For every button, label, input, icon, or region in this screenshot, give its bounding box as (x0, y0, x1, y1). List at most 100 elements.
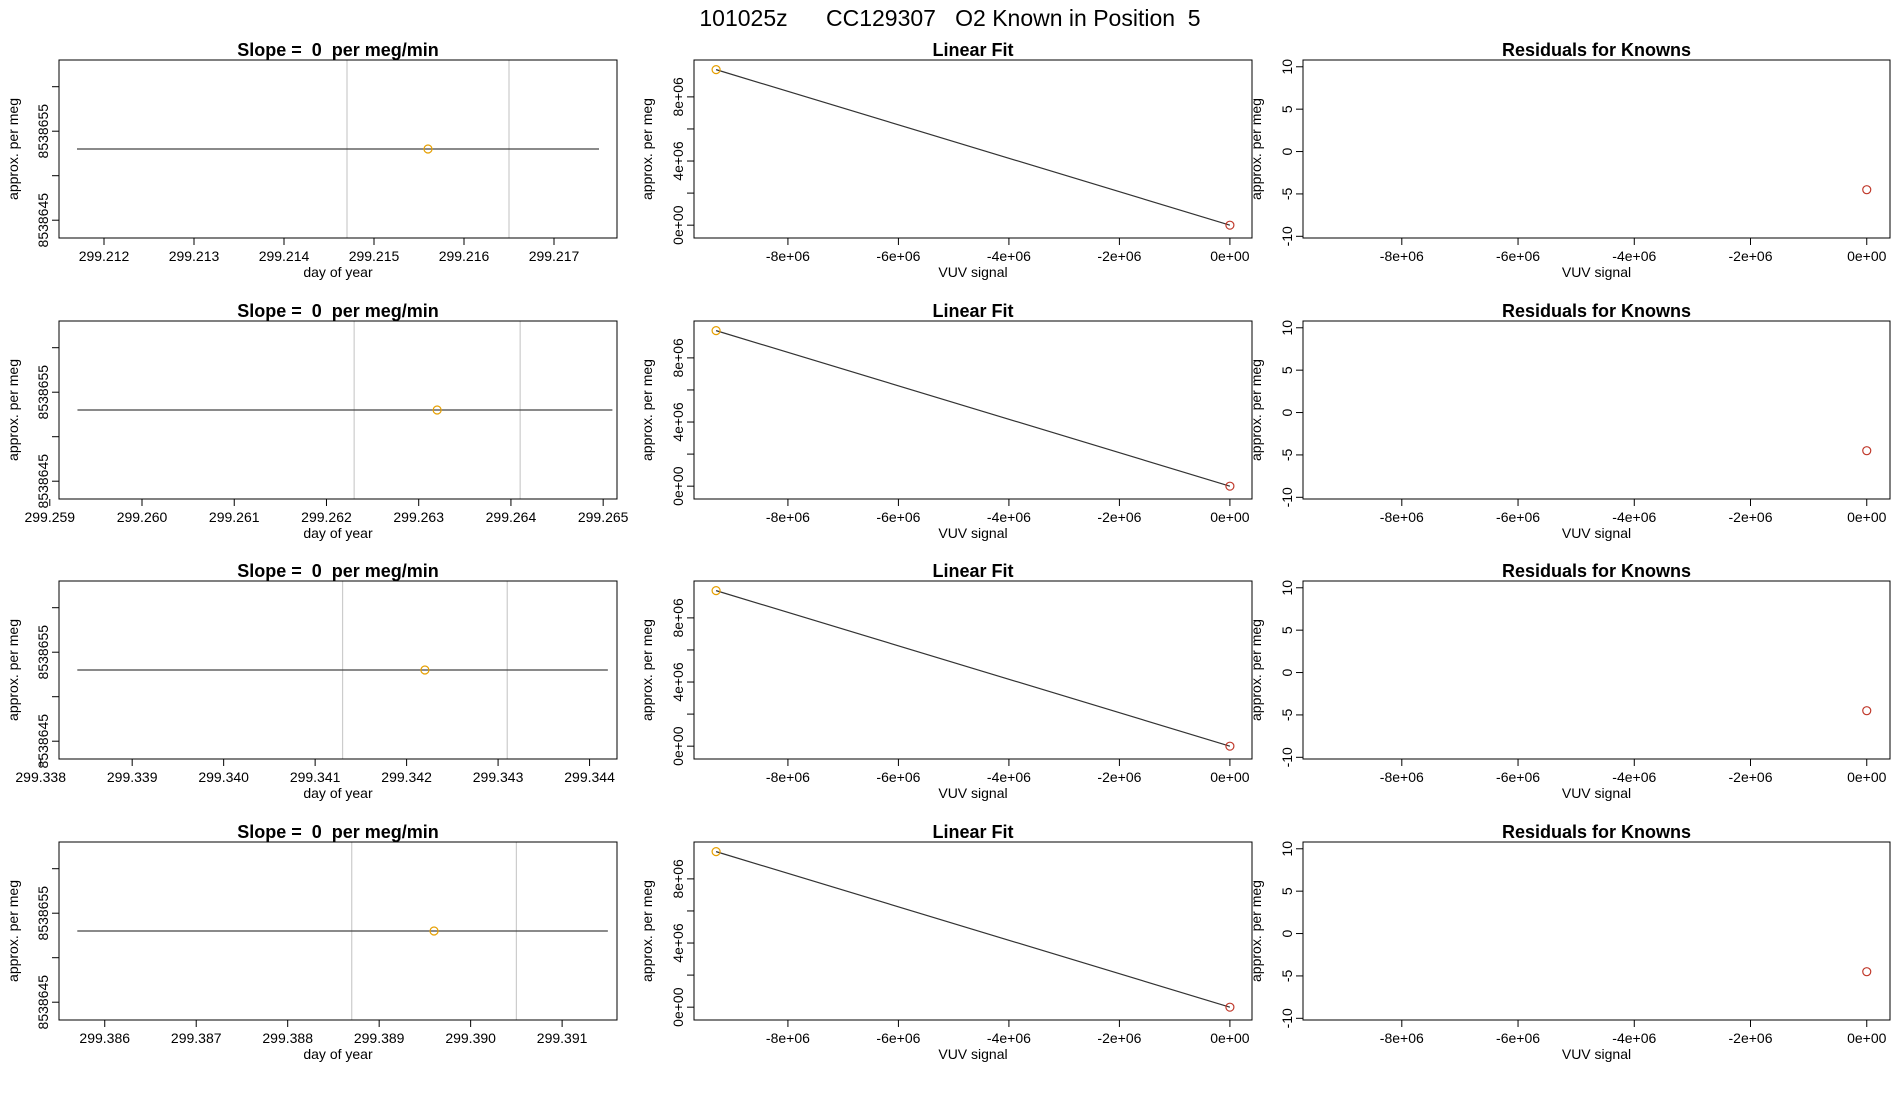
y-axis-label: approx. per meg (1248, 619, 1264, 721)
panel-title: Residuals for Knowns (1502, 40, 1691, 60)
x-axis-label: day of year (303, 785, 373, 801)
panel-resid-row-3: Residuals for Knowns -8e+06 -6e+06 -4e+06 -2… (1248, 561, 1891, 801)
x-tick-label: -6e+06 (1496, 509, 1540, 525)
panel-fit-row-4: Linear Fit -8e+06 -6e+06 -4e+06 -2e+06 0e+00 0… (639, 822, 1253, 1062)
x-axis-label: day of year (303, 1046, 373, 1062)
x-tick-label: -8e+06 (766, 248, 810, 264)
y-tick-label: 5 (1279, 626, 1295, 634)
panel-title: Slope = 0 per meg/min (237, 822, 439, 842)
x-tick-label: 299.344 (564, 769, 615, 785)
x-tick-label: 299.343 (473, 769, 524, 785)
panel-fit-row-1: Linear Fit -8e+06 -6e+06 -4e+06 -2e+06 0e+00 0… (639, 40, 1253, 280)
y-tick-label: 8538655 (35, 104, 51, 159)
x-tick-label: 299.216 (439, 248, 490, 264)
y-axis-label: approx. per meg (5, 98, 21, 200)
y-tick-label: 8e+06 (670, 77, 686, 117)
x-axis-label: VUV signal (938, 785, 1007, 801)
data-point (711, 326, 721, 336)
y-tick-label: 8538655 (35, 365, 51, 420)
y-tick-label: 10 (1279, 320, 1295, 336)
plot-frame (1302, 580, 1891, 760)
x-tick-label: 299.261 (209, 509, 260, 525)
data-point (711, 65, 721, 75)
x-tick-label: 0e+00 (1847, 1030, 1887, 1046)
y-axis-label: approx. per meg (639, 619, 655, 721)
x-tick-label: 299.388 (262, 1030, 313, 1046)
plot-frame (1302, 320, 1891, 500)
x-axis-label: VUV signal (938, 525, 1007, 541)
data-point (1862, 185, 1872, 195)
y-axis-label: approx. per meg (639, 880, 655, 982)
x-tick-label: 0e+00 (1210, 769, 1250, 785)
x-axis-label: VUV signal (1562, 785, 1631, 801)
x-tick-label: 0e+00 (1847, 509, 1887, 525)
x-tick-label: 299.338 (15, 769, 66, 785)
x-tick-label: -6e+06 (1496, 1030, 1540, 1046)
x-tick-label: -8e+06 (1380, 509, 1424, 525)
y-axis-label: approx. per meg (1248, 880, 1264, 982)
y-tick-label: 8538655 (35, 625, 51, 680)
x-tick-label: 299.217 (529, 248, 580, 264)
x-tick-label: 299.390 (445, 1030, 496, 1046)
data-point (420, 665, 430, 675)
data-point (1225, 1002, 1235, 1012)
panel-fit-row-3: Linear Fit -8e+06 -6e+06 -4e+06 -2e+06 0e+00 0… (639, 561, 1253, 801)
panel-title: Linear Fit (932, 40, 1013, 60)
plot-frame (693, 580, 1253, 760)
figure-title: 101025z CC129307 O2 Known in Position 5 (699, 5, 1200, 31)
data-point (423, 144, 433, 154)
data-point (1862, 446, 1872, 456)
panel-slope-row-2: Slope = 0 per meg/min 299.259 299.260 299.2… (5, 301, 629, 541)
x-tick-label: 299.339 (107, 769, 158, 785)
plot-frame (1302, 59, 1891, 239)
x-tick-label: 299.212 (79, 248, 130, 264)
plot-frame (1302, 841, 1891, 1021)
x-tick-label: -8e+06 (1380, 1030, 1424, 1046)
y-tick-label: -10 (1279, 487, 1295, 507)
panel-slope-row-1: Slope = 0 per meg/min 299.212 299.213 299.2… (5, 40, 618, 280)
plot-frame (693, 320, 1253, 500)
x-axis-label: VUV signal (938, 1046, 1007, 1062)
data-point (711, 586, 721, 596)
y-tick-label: 5 (1279, 887, 1295, 895)
x-tick-label: 0e+00 (1847, 769, 1887, 785)
x-tick-label: 299.341 (290, 769, 341, 785)
panel-resid-row-4: Residuals for Knowns -8e+06 -6e+06 -4e+06 -2… (1248, 822, 1891, 1062)
x-tick-label: 299.262 (301, 509, 352, 525)
y-tick-label: -10 (1279, 226, 1295, 246)
fit-line (715, 851, 1231, 1008)
x-tick-label: 0e+00 (1210, 248, 1250, 264)
fit-line (715, 590, 1231, 747)
x-axis-label: VUV signal (1562, 525, 1631, 541)
y-tick-label: 8538645 (35, 454, 51, 509)
y-axis-label: approx. per meg (639, 359, 655, 461)
x-tick-label: -2e+06 (1097, 248, 1141, 264)
y-tick-label: 0 (1279, 408, 1295, 416)
x-tick-label: 299.389 (354, 1030, 405, 1046)
x-tick-label: 0e+00 (1847, 248, 1887, 264)
data-point (1862, 967, 1872, 977)
x-tick-label: -8e+06 (1380, 248, 1424, 264)
y-tick-label: 4e+06 (670, 402, 686, 442)
y-tick-label: 10 (1279, 841, 1295, 857)
x-tick-label: 299.260 (117, 509, 168, 525)
x-tick-label: 299.259 (24, 509, 75, 525)
panel-title: Residuals for Knowns (1502, 301, 1691, 321)
panel-slope-row-3: Slope = 0 per meg/min 299.338 299.339 299.3… (5, 561, 618, 801)
plot-frame (58, 59, 618, 239)
panel-title: Slope = 0 per meg/min (237, 40, 439, 60)
x-tick-label: 299.265 (578, 509, 629, 525)
fit-line (715, 330, 1231, 487)
x-tick-label: -8e+06 (766, 509, 810, 525)
panel-title: Residuals for Knowns (1502, 822, 1691, 842)
y-axis-label: approx. per meg (639, 98, 655, 200)
x-tick-label: -4e+06 (1612, 248, 1656, 264)
x-tick-label: -2e+06 (1729, 509, 1773, 525)
y-tick-label: 0e+00 (670, 987, 686, 1027)
plot-frame (58, 841, 618, 1021)
x-axis-label: VUV signal (938, 264, 1007, 280)
x-tick-label: 299.264 (486, 509, 537, 525)
y-tick-label: 5 (1279, 366, 1295, 374)
y-axis-label: approx. per meg (5, 359, 21, 461)
